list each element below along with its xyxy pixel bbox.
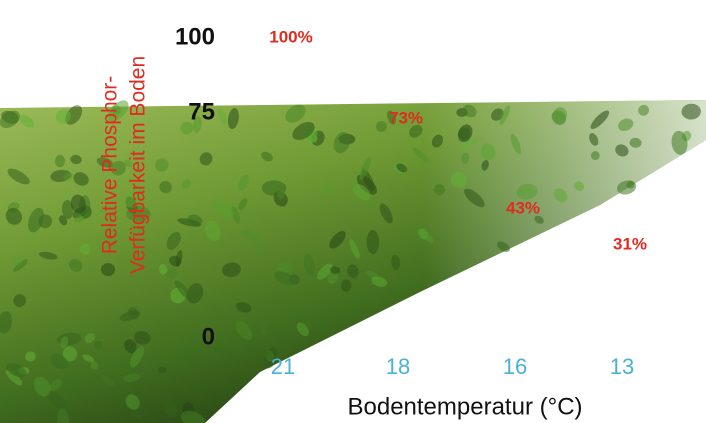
y-axis-title-line: Relative Phosphor-: [99, 76, 122, 255]
x-axis-title: Bodentemperatur (°C): [347, 393, 582, 420]
x-tick-label: 16: [503, 354, 527, 379]
page: {"chart_data": {"type": "area", "ylabel"…: [0, 0, 706, 423]
y-tick-label: 0: [202, 323, 215, 350]
value-label: 73%: [389, 108, 423, 127]
x-tick-label: 18: [386, 354, 410, 379]
y-tick-label: 75: [188, 98, 215, 125]
y-tick-label: 100: [175, 23, 215, 50]
value-label: 43%: [506, 198, 540, 217]
x-tick-label: 21: [271, 354, 295, 379]
value-label: 31%: [613, 234, 647, 253]
x-tick-label: 13: [610, 354, 634, 379]
value-label: 100%: [269, 27, 312, 46]
chart: Relative Phosphor- Verfügbarkeit im Bode…: [0, 0, 706, 423]
y-axis-title-line: Verfügbarkeit im Boden: [127, 56, 150, 274]
